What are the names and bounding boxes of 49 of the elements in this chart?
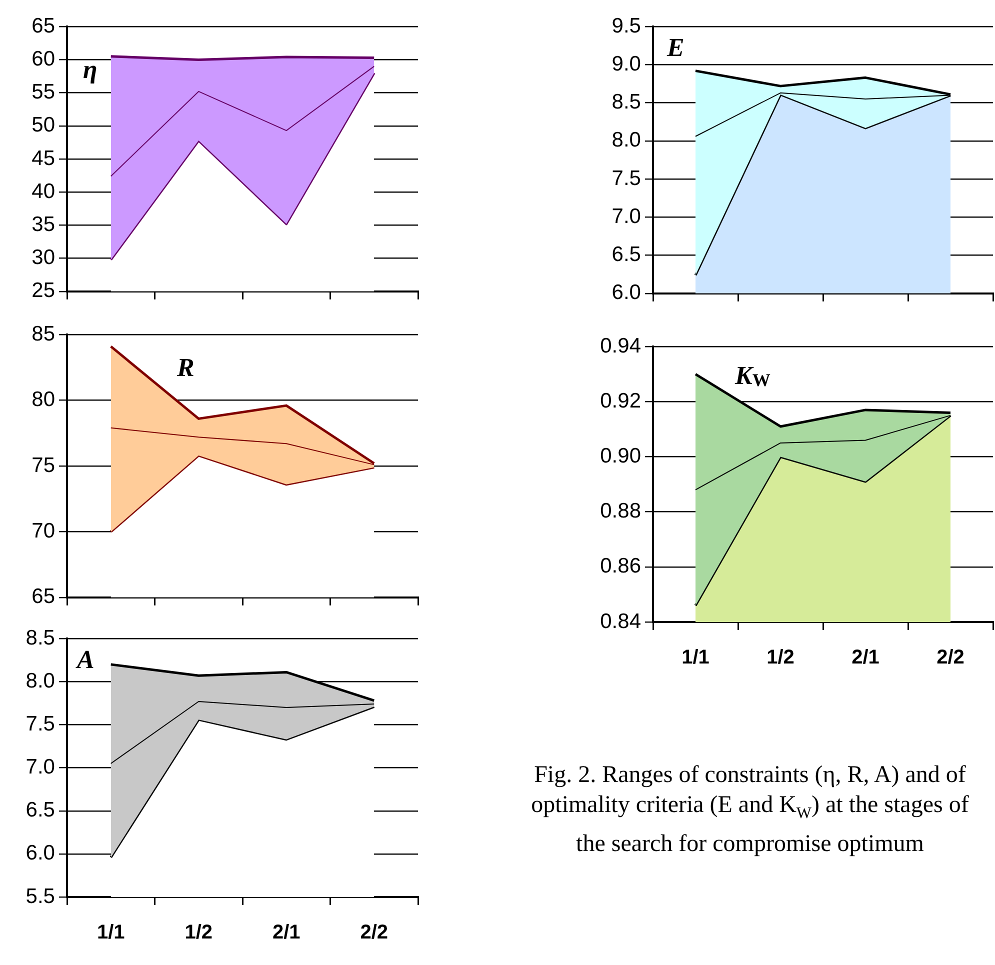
y-tick-label: 0.86 bbox=[600, 554, 641, 578]
y-tick-label: 8.5 bbox=[612, 90, 641, 114]
y-tick-label: 75 bbox=[32, 454, 55, 477]
chart-title: E bbox=[667, 32, 684, 62]
y-tick-label: 6.5 bbox=[26, 798, 55, 822]
x-tick-label: 1/2 bbox=[766, 646, 794, 669]
y-tick-label: 7.0 bbox=[612, 204, 641, 228]
text: R bbox=[177, 352, 194, 382]
x-tick-label: 2/1 bbox=[852, 646, 880, 669]
x-tick-label: 2/1 bbox=[272, 922, 300, 944]
y-tick-label: 8.5 bbox=[26, 626, 55, 650]
y-tick-label: 0.88 bbox=[600, 500, 641, 523]
x-tick-label: 1/2 bbox=[184, 922, 213, 944]
y-tick-label: 7.5 bbox=[26, 712, 55, 736]
y-tick-label: 40 bbox=[32, 180, 55, 203]
y-tick-label: 0.84 bbox=[600, 610, 642, 633]
y-tick-label: 6.0 bbox=[612, 281, 641, 304]
y-tick-label: 50 bbox=[32, 114, 55, 137]
x-tick-label: 1/1 bbox=[682, 646, 710, 669]
y-tick-label: 70 bbox=[32, 519, 55, 542]
text: η bbox=[83, 54, 98, 84]
y-tick-label: 9.5 bbox=[612, 14, 641, 38]
y-tick-label: 6.5 bbox=[612, 243, 641, 266]
x-tick-label: 2/2 bbox=[360, 922, 388, 944]
y-tick-label: 7.5 bbox=[612, 166, 641, 190]
y-tick-label: 60 bbox=[32, 47, 55, 70]
y-tick-label: 55 bbox=[32, 80, 55, 104]
text: K$_{W}$ bbox=[735, 360, 770, 390]
y-tick-label: 45 bbox=[32, 146, 55, 170]
y-tick-label: 35 bbox=[32, 212, 55, 236]
y-tick-label: 65 bbox=[32, 585, 55, 608]
y-tick-label: 0.94 bbox=[600, 334, 642, 358]
y-tick-label: 7.0 bbox=[26, 756, 55, 779]
y-tick-label: 5.5 bbox=[26, 884, 55, 908]
y-tick-label: 0.92 bbox=[600, 389, 641, 412]
y-tick-label: 0.90 bbox=[600, 444, 641, 468]
y-tick-label: 8.0 bbox=[26, 669, 55, 692]
y-tick-label: 9.0 bbox=[612, 52, 641, 76]
x-tick-label: 1/1 bbox=[96, 922, 125, 944]
y-tick-label: 25 bbox=[32, 279, 55, 302]
caption: Fig. 2. Ranges of constraints (η, R, A) and of optimality criteria (E and K$_{W}$) at the stages of the search for compromise optimum bbox=[530, 761, 970, 859]
y-tick-label: 65 bbox=[32, 14, 55, 38]
y-tick-label: 80 bbox=[32, 388, 55, 412]
y-tick-label: 85 bbox=[32, 322, 55, 346]
chart-title: A bbox=[77, 644, 94, 674]
y-tick-label: 8.0 bbox=[612, 128, 641, 152]
y-tick-label: 6.0 bbox=[26, 842, 55, 865]
y-tick-label: 30 bbox=[32, 246, 55, 270]
x-tick-label: 2/2 bbox=[936, 646, 964, 669]
